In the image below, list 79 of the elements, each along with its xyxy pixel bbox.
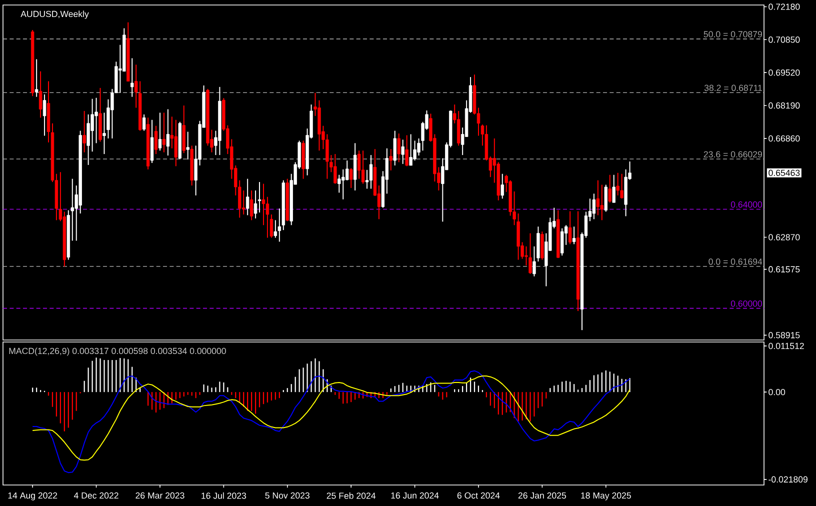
candlestick — [560, 228, 564, 256]
candlestick — [401, 139, 404, 164]
text: MACD(12,26,9) 0.003317 0.000598 0.003534 0.000000 — [9, 348, 226, 356]
candlestick — [612, 174, 616, 204]
y-tick-label: 0.70850 — [768, 36, 800, 43]
candlestick — [389, 148, 392, 171]
candlestick — [158, 112, 162, 152]
candlestick — [274, 220, 278, 238]
x-tick-label: 26 Jan 2025 — [518, 492, 566, 499]
ref-line-label: 38.2 = 0.68711 — [704, 84, 762, 92]
x-tick-label: 6 Oct 2024 — [457, 492, 500, 499]
x-tick-label: 16 Jun 2024 — [391, 492, 439, 499]
candlestick — [186, 131, 190, 160]
candlestick — [34, 58, 38, 98]
y-tick-label: 0.61575 — [768, 266, 800, 272]
ref-line-label: 0.64000 — [730, 201, 762, 208]
candlestick — [620, 173, 624, 200]
candlestick — [592, 193, 596, 220]
candlestick — [130, 58, 134, 98]
x-tick-label: 16 Jul 2023 — [202, 492, 246, 499]
x-tick-label: 18 May 2025 — [581, 492, 631, 500]
y-tick-label: 0.69520 — [768, 69, 800, 76]
candlestick — [456, 110, 460, 146]
candlestick — [616, 172, 620, 196]
candlestick — [405, 134, 408, 167]
candlestick — [174, 119, 178, 167]
candlestick — [162, 112, 166, 153]
candlestick — [150, 119, 154, 164]
ref-line-label: 50.0 = 0.70879 — [704, 31, 762, 38]
y-tick-label: 0.62870 — [768, 234, 800, 240]
candlestick — [397, 132, 400, 163]
y-tick-label: 0.00 — [768, 388, 786, 396]
y-tick-label: 0.68190 — [768, 102, 800, 109]
candlestick — [528, 232, 532, 274]
candlestick — [604, 184, 608, 212]
y-tick-label: -0.021809 — [768, 476, 808, 483]
x-tick-label: 26 Mar 2023 — [136, 492, 184, 499]
candlestick — [242, 190, 246, 215]
candlestick — [393, 130, 396, 166]
candlestick — [361, 150, 365, 184]
candlestick — [82, 110, 86, 153]
candlestick — [600, 184, 604, 221]
candlestick — [38, 70, 42, 118]
candlestick — [500, 173, 504, 200]
candlestick — [326, 134, 329, 180]
candlestick — [254, 190, 258, 219]
candlestick — [540, 231, 544, 260]
y-tick-label: 0.66860 — [768, 135, 800, 142]
candlestick — [42, 94, 46, 136]
candlestick — [334, 154, 337, 184]
candlestick — [86, 114, 90, 166]
candlestick — [142, 114, 146, 132]
candlestick — [262, 183, 266, 226]
x-tick-label: 4 Dec 2022 — [74, 492, 118, 499]
ref-line-label: 23.6 = 0.66029 — [704, 151, 762, 158]
ref-line-label: 0.0 = 0.61694 — [708, 258, 762, 265]
y-tick-label: 0.011512 — [768, 342, 804, 350]
ref-line-label: 0.60000 — [730, 300, 762, 307]
text: AUDUSD,Weekly — [20, 10, 89, 19]
y-tick-label: 0.72180 — [768, 4, 800, 10]
x-tick-label: 14 Aug 2022 — [8, 492, 58, 500]
y-tick-label: 0.58915 — [768, 332, 800, 338]
candlestick — [568, 210, 572, 245]
candlestick — [266, 196, 270, 238]
x-tick-label: 25 Feb 2024 — [326, 492, 376, 499]
candlestick — [349, 168, 353, 188]
candlestick — [250, 190, 254, 221]
candlestick — [246, 178, 250, 216]
candlestick — [596, 180, 600, 216]
candlestick — [166, 108, 170, 156]
candlestick — [409, 134, 412, 166]
candlestick — [154, 125, 158, 155]
candlestick — [572, 226, 576, 245]
candlestick — [369, 154, 373, 190]
candlestick — [258, 182, 262, 213]
candlestick — [608, 174, 612, 204]
text: 0.65463 — [768, 170, 800, 176]
x-tick-label: 5 Nov 2023 — [265, 492, 310, 499]
candlestick — [346, 160, 349, 181]
